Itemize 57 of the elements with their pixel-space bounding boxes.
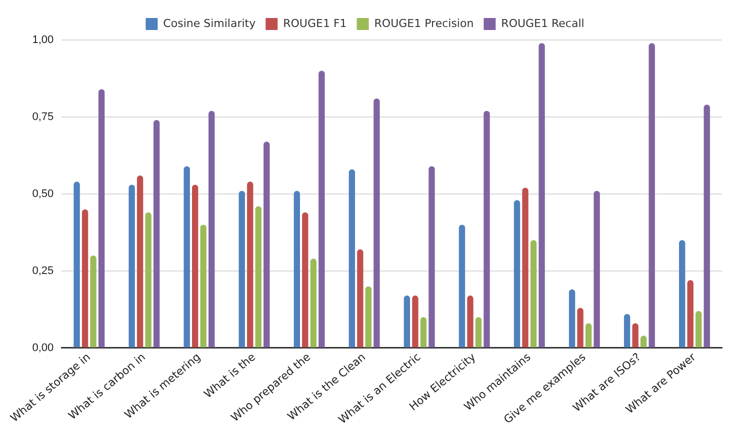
bar	[648, 43, 655, 348]
bar	[412, 296, 418, 348]
bar	[458, 224, 466, 348]
bar	[192, 184, 198, 348]
bar	[264, 142, 270, 348]
bar	[247, 182, 254, 348]
bar	[594, 190, 600, 348]
bar	[704, 104, 710, 348]
y-tick-label: 0,00	[32, 342, 54, 354]
bar	[255, 206, 262, 348]
bar	[624, 314, 630, 348]
bar	[348, 169, 356, 348]
bar	[632, 323, 638, 348]
bar	[577, 308, 584, 348]
legend-label: ROUGE1 Precision	[374, 16, 474, 30]
bar	[428, 166, 435, 348]
legend-label: ROUGE1 Recall	[501, 16, 584, 30]
bar	[145, 212, 152, 348]
bar	[294, 190, 300, 348]
y-tick-label: 0,25	[32, 264, 54, 277]
bar	[530, 240, 537, 348]
bar	[357, 249, 364, 348]
bar	[568, 289, 576, 348]
bar	[585, 323, 592, 348]
bar	[640, 336, 647, 348]
bar	[318, 70, 325, 348]
bar	[128, 184, 135, 348]
bar	[153, 120, 160, 348]
bar	[467, 296, 474, 348]
bar	[687, 280, 694, 348]
legend-label: Cosine Similarity	[163, 16, 256, 30]
bar	[310, 258, 316, 348]
bar	[538, 43, 545, 348]
bar	[404, 296, 410, 348]
bar	[374, 98, 380, 348]
bar	[484, 110, 490, 348]
bar	[420, 317, 427, 348]
bar	[696, 310, 702, 348]
y-tick-label: 0,50	[32, 188, 54, 200]
bar	[302, 212, 308, 348]
bar	[74, 182, 80, 348]
bar	[82, 209, 88, 348]
bar	[522, 188, 528, 348]
y-tick-label: 0,75	[32, 111, 54, 124]
bar	[514, 200, 520, 348]
bar	[90, 256, 96, 348]
bar	[238, 190, 245, 348]
bar	[208, 110, 215, 348]
bar	[200, 224, 206, 348]
bar	[98, 89, 105, 348]
y-tick-label: 1,00	[32, 34, 54, 46]
bar	[184, 166, 190, 348]
bar	[365, 286, 372, 348]
bar	[475, 317, 482, 348]
bar	[679, 240, 686, 348]
legend-label: ROUGE1 F1	[283, 16, 347, 30]
bar	[136, 175, 144, 348]
